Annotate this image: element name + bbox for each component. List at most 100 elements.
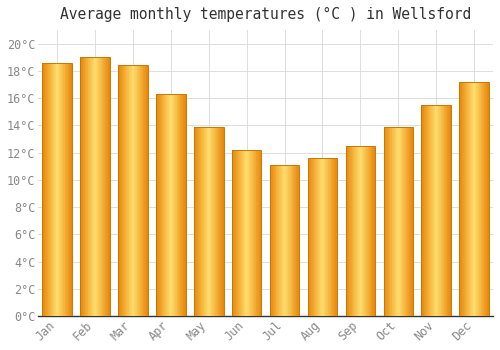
Bar bbox=[181, 94, 182, 316]
Bar bbox=[219, 127, 220, 316]
Bar bbox=[196, 127, 197, 316]
Bar bbox=[166, 94, 167, 316]
Bar bbox=[52, 63, 54, 316]
Bar bbox=[57, 63, 58, 316]
Bar bbox=[440, 105, 442, 316]
Bar bbox=[374, 146, 375, 316]
Bar bbox=[81, 57, 82, 316]
Bar bbox=[323, 158, 324, 316]
Bar bbox=[185, 94, 186, 316]
Bar bbox=[42, 63, 43, 316]
Bar bbox=[313, 158, 314, 316]
Bar bbox=[270, 165, 300, 316]
Bar bbox=[180, 94, 181, 316]
Bar bbox=[211, 127, 212, 316]
Bar bbox=[328, 158, 329, 316]
Bar bbox=[197, 127, 198, 316]
Bar bbox=[162, 94, 163, 316]
Bar bbox=[209, 127, 210, 316]
Bar bbox=[80, 57, 81, 316]
Bar bbox=[238, 150, 240, 316]
Bar bbox=[272, 165, 273, 316]
Bar bbox=[333, 158, 334, 316]
Bar bbox=[234, 150, 235, 316]
Bar bbox=[135, 65, 136, 316]
Bar bbox=[431, 105, 432, 316]
Bar bbox=[223, 127, 224, 316]
Bar bbox=[432, 105, 433, 316]
Bar bbox=[214, 127, 216, 316]
Bar bbox=[312, 158, 313, 316]
Bar bbox=[348, 146, 350, 316]
Bar bbox=[449, 105, 450, 316]
Bar bbox=[156, 94, 157, 316]
Bar bbox=[359, 146, 360, 316]
Bar bbox=[275, 165, 276, 316]
Bar bbox=[315, 158, 316, 316]
Bar bbox=[184, 94, 185, 316]
Bar bbox=[222, 127, 223, 316]
Bar bbox=[291, 165, 292, 316]
Bar bbox=[125, 65, 126, 316]
Bar bbox=[469, 82, 470, 316]
Bar bbox=[106, 57, 107, 316]
Bar bbox=[138, 65, 139, 316]
Bar bbox=[329, 158, 330, 316]
Bar bbox=[464, 82, 465, 316]
Bar bbox=[334, 158, 335, 316]
Bar bbox=[178, 94, 179, 316]
Bar bbox=[139, 65, 140, 316]
Bar bbox=[294, 165, 295, 316]
Bar bbox=[70, 63, 71, 316]
Bar bbox=[144, 65, 145, 316]
Bar bbox=[84, 57, 86, 316]
Bar bbox=[318, 158, 319, 316]
Bar bbox=[158, 94, 159, 316]
Bar bbox=[430, 105, 431, 316]
Bar bbox=[199, 127, 200, 316]
Bar bbox=[296, 165, 297, 316]
Bar bbox=[210, 127, 211, 316]
Bar bbox=[385, 127, 386, 316]
Bar bbox=[243, 150, 244, 316]
Bar bbox=[326, 158, 327, 316]
Bar bbox=[168, 94, 170, 316]
Bar bbox=[205, 127, 206, 316]
Bar bbox=[237, 150, 238, 316]
Bar bbox=[361, 146, 362, 316]
Bar bbox=[444, 105, 445, 316]
Bar bbox=[92, 57, 93, 316]
Bar bbox=[428, 105, 429, 316]
Bar bbox=[258, 150, 260, 316]
Bar bbox=[202, 127, 203, 316]
Bar bbox=[443, 105, 444, 316]
Bar bbox=[393, 127, 394, 316]
Bar bbox=[358, 146, 359, 316]
Bar bbox=[320, 158, 321, 316]
Bar bbox=[255, 150, 256, 316]
Bar bbox=[232, 150, 234, 316]
Bar bbox=[109, 57, 110, 316]
Bar bbox=[134, 65, 135, 316]
Bar bbox=[368, 146, 370, 316]
Bar bbox=[246, 150, 248, 316]
Bar bbox=[277, 165, 278, 316]
Bar bbox=[330, 158, 332, 316]
Bar bbox=[436, 105, 437, 316]
Bar bbox=[108, 57, 109, 316]
Bar bbox=[131, 65, 132, 316]
Bar bbox=[384, 127, 413, 316]
Bar bbox=[488, 82, 489, 316]
Bar bbox=[167, 94, 168, 316]
Bar bbox=[470, 82, 471, 316]
Bar bbox=[236, 150, 237, 316]
Bar bbox=[101, 57, 102, 316]
Bar bbox=[388, 127, 390, 316]
Bar bbox=[422, 105, 423, 316]
Bar bbox=[242, 150, 243, 316]
Bar bbox=[355, 146, 356, 316]
Bar bbox=[241, 150, 242, 316]
Bar bbox=[446, 105, 448, 316]
Bar bbox=[103, 57, 104, 316]
Bar bbox=[448, 105, 449, 316]
